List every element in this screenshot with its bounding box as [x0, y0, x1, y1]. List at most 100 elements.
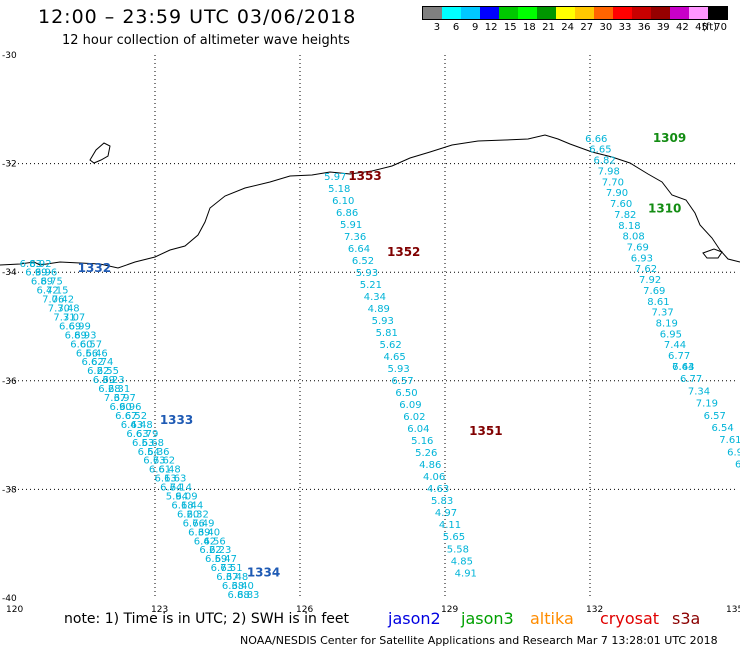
wave-height-value: 7.31 — [53, 312, 75, 323]
wave-height-value: 6.18 — [171, 500, 193, 511]
wave-height-value: 6.22 — [199, 545, 221, 556]
legend-label: 27 — [580, 22, 594, 33]
legend-swatch — [670, 7, 689, 19]
wave-height-value: 6.92 — [29, 259, 51, 270]
wave-height-value: 6.31 — [108, 384, 130, 395]
wave-height-value: 6.90 — [110, 402, 132, 413]
longitude-tick-label: 123 — [151, 605, 168, 615]
wave-height-value: 7.98 — [598, 166, 620, 177]
wave-height-value: 6.83 — [20, 259, 42, 270]
wave-height-value: 6.40 — [198, 527, 220, 538]
wave-height-value: 6.02 — [403, 412, 425, 423]
legend-label: 18 — [523, 22, 536, 33]
note-text: note: 1) Time is in UTC; 2) SWH is in fe… — [64, 611, 350, 627]
legend-label: 36 — [637, 22, 651, 33]
wave-height-value: 4.65 — [383, 352, 405, 363]
legend-label: 24 — [561, 22, 574, 33]
wave-height-value: 6.54 — [138, 447, 160, 458]
wave-height-tracks: 5.975.186.106.865.917.366.646.525.935.21… — [20, 134, 740, 601]
wave-height-value: 5.93 — [356, 268, 378, 279]
wave-height-value: 6.66 — [585, 134, 607, 145]
wave-height-value: 6.63 — [126, 429, 148, 440]
legend-swatch — [518, 7, 537, 19]
wave-height-value: 6.54 — [711, 423, 733, 434]
wave-height-value: 7.44 — [672, 362, 694, 373]
wave-height-value: 6.93 — [74, 330, 96, 341]
wave-height-value: 4.89 — [368, 304, 390, 315]
wave-height-value: 6.83 — [237, 590, 259, 601]
legend-swatch — [480, 7, 499, 19]
wave-height-value: 7.37 — [104, 393, 126, 404]
wave-height-value: 7.48 — [57, 304, 79, 315]
gulf-island-outline — [702, 248, 723, 259]
legend-label: 39 — [656, 22, 670, 33]
wave-height-value: 5.93 — [387, 364, 409, 375]
pass-number: 1333 — [160, 413, 193, 427]
wave-height-value: 6.42 — [37, 286, 59, 297]
wave-height-value: 5.97 — [324, 172, 346, 183]
wave-height-value: 4.06 — [423, 472, 445, 483]
sat-label-cryosat: cryosat — [600, 609, 660, 628]
wave-height-value: 6.10 — [332, 196, 354, 207]
wave-height-value: 6.37 — [216, 572, 238, 583]
wave-height-value: 7.60 — [610, 199, 632, 210]
wave-height-value: 6.43 — [121, 420, 143, 431]
wave-height-value: 6.56 — [76, 348, 98, 359]
wave-height-value: 6.64 — [348, 244, 370, 255]
latitude-tick-label: -36 — [2, 377, 17, 387]
wave-height-value: 6.88 — [228, 590, 250, 601]
wave-height-value: 6.67 — [115, 411, 137, 422]
wave-height-value: 4.34 — [364, 292, 386, 303]
wave-height-value: 6.62 — [81, 357, 103, 368]
wave-height-value: 7.42 — [52, 295, 74, 306]
wave-height-value: 7.06 — [42, 295, 64, 306]
legend-label: 45 — [695, 22, 708, 33]
wave-height-value: 6.74 — [91, 357, 113, 368]
pass-number: 1334 — [247, 565, 280, 579]
wave-height-value: 6.82 — [593, 156, 615, 167]
wave-height-value: 5.16 — [411, 436, 433, 447]
wave-height-value: 6.36 — [147, 447, 169, 458]
wave-height-value: 6.57 — [704, 411, 726, 422]
wave-height-value: 5.81 — [376, 328, 398, 339]
wave-height-value: 6.14 — [170, 483, 192, 494]
wave-height-value: 6.20 — [177, 509, 199, 520]
wave-height-value: 6.69 — [59, 321, 81, 332]
wave-height-value: 6.40 — [232, 581, 254, 592]
longitude-tick-label: 129 — [441, 605, 458, 615]
legend-swatch — [537, 7, 556, 19]
wave-height-value: 6.52 — [125, 411, 147, 422]
wave-height-value: 6.96 — [119, 402, 141, 413]
legend-swatch — [613, 7, 632, 19]
wave-height-value: 7.62 — [635, 264, 657, 275]
pass-number: 1310 — [648, 201, 681, 215]
wave-height-value: 4.91 — [455, 568, 477, 579]
legend-label: 42 — [676, 22, 689, 33]
legend-swatch — [594, 7, 613, 19]
wave-height-value: 6.48 — [130, 420, 152, 431]
latitude-tick-label: -30 — [2, 51, 17, 61]
longitude-tick-label: 120 — [6, 605, 23, 615]
wave-height-value: 6.42 — [194, 536, 216, 547]
legend-label: 6 — [452, 22, 460, 33]
sat-label-jason3: jason3 — [461, 609, 514, 628]
wave-height-value: 6.86 — [336, 208, 358, 219]
wave-height-value: 6.57 — [80, 339, 102, 350]
wave-height-value: 6.77 — [680, 374, 702, 385]
wave-height-value: 6.60 — [70, 339, 92, 350]
legend-label: 21 — [542, 22, 555, 33]
island-outline — [89, 142, 111, 164]
wave-height-value: 7.34 — [688, 386, 710, 397]
wave-height-value: 7.44 — [664, 340, 686, 351]
wave-height-value: 6.68 — [142, 438, 164, 449]
wave-height-value: 5.83 — [431, 496, 453, 507]
wave-height-value: 6.32 — [187, 509, 209, 520]
wave-height-value: 6.93 — [631, 253, 653, 264]
latitude-tick-label: -32 — [2, 160, 17, 170]
wave-height-value: 7.92 — [639, 275, 661, 286]
wave-height-value: 6.97 — [114, 393, 136, 404]
wave-height-value: 6.61 — [149, 465, 171, 476]
color-legend — [422, 6, 728, 20]
wave-height-value: 5.21 — [360, 280, 382, 291]
latitude-tick-label: -40 — [2, 594, 17, 604]
